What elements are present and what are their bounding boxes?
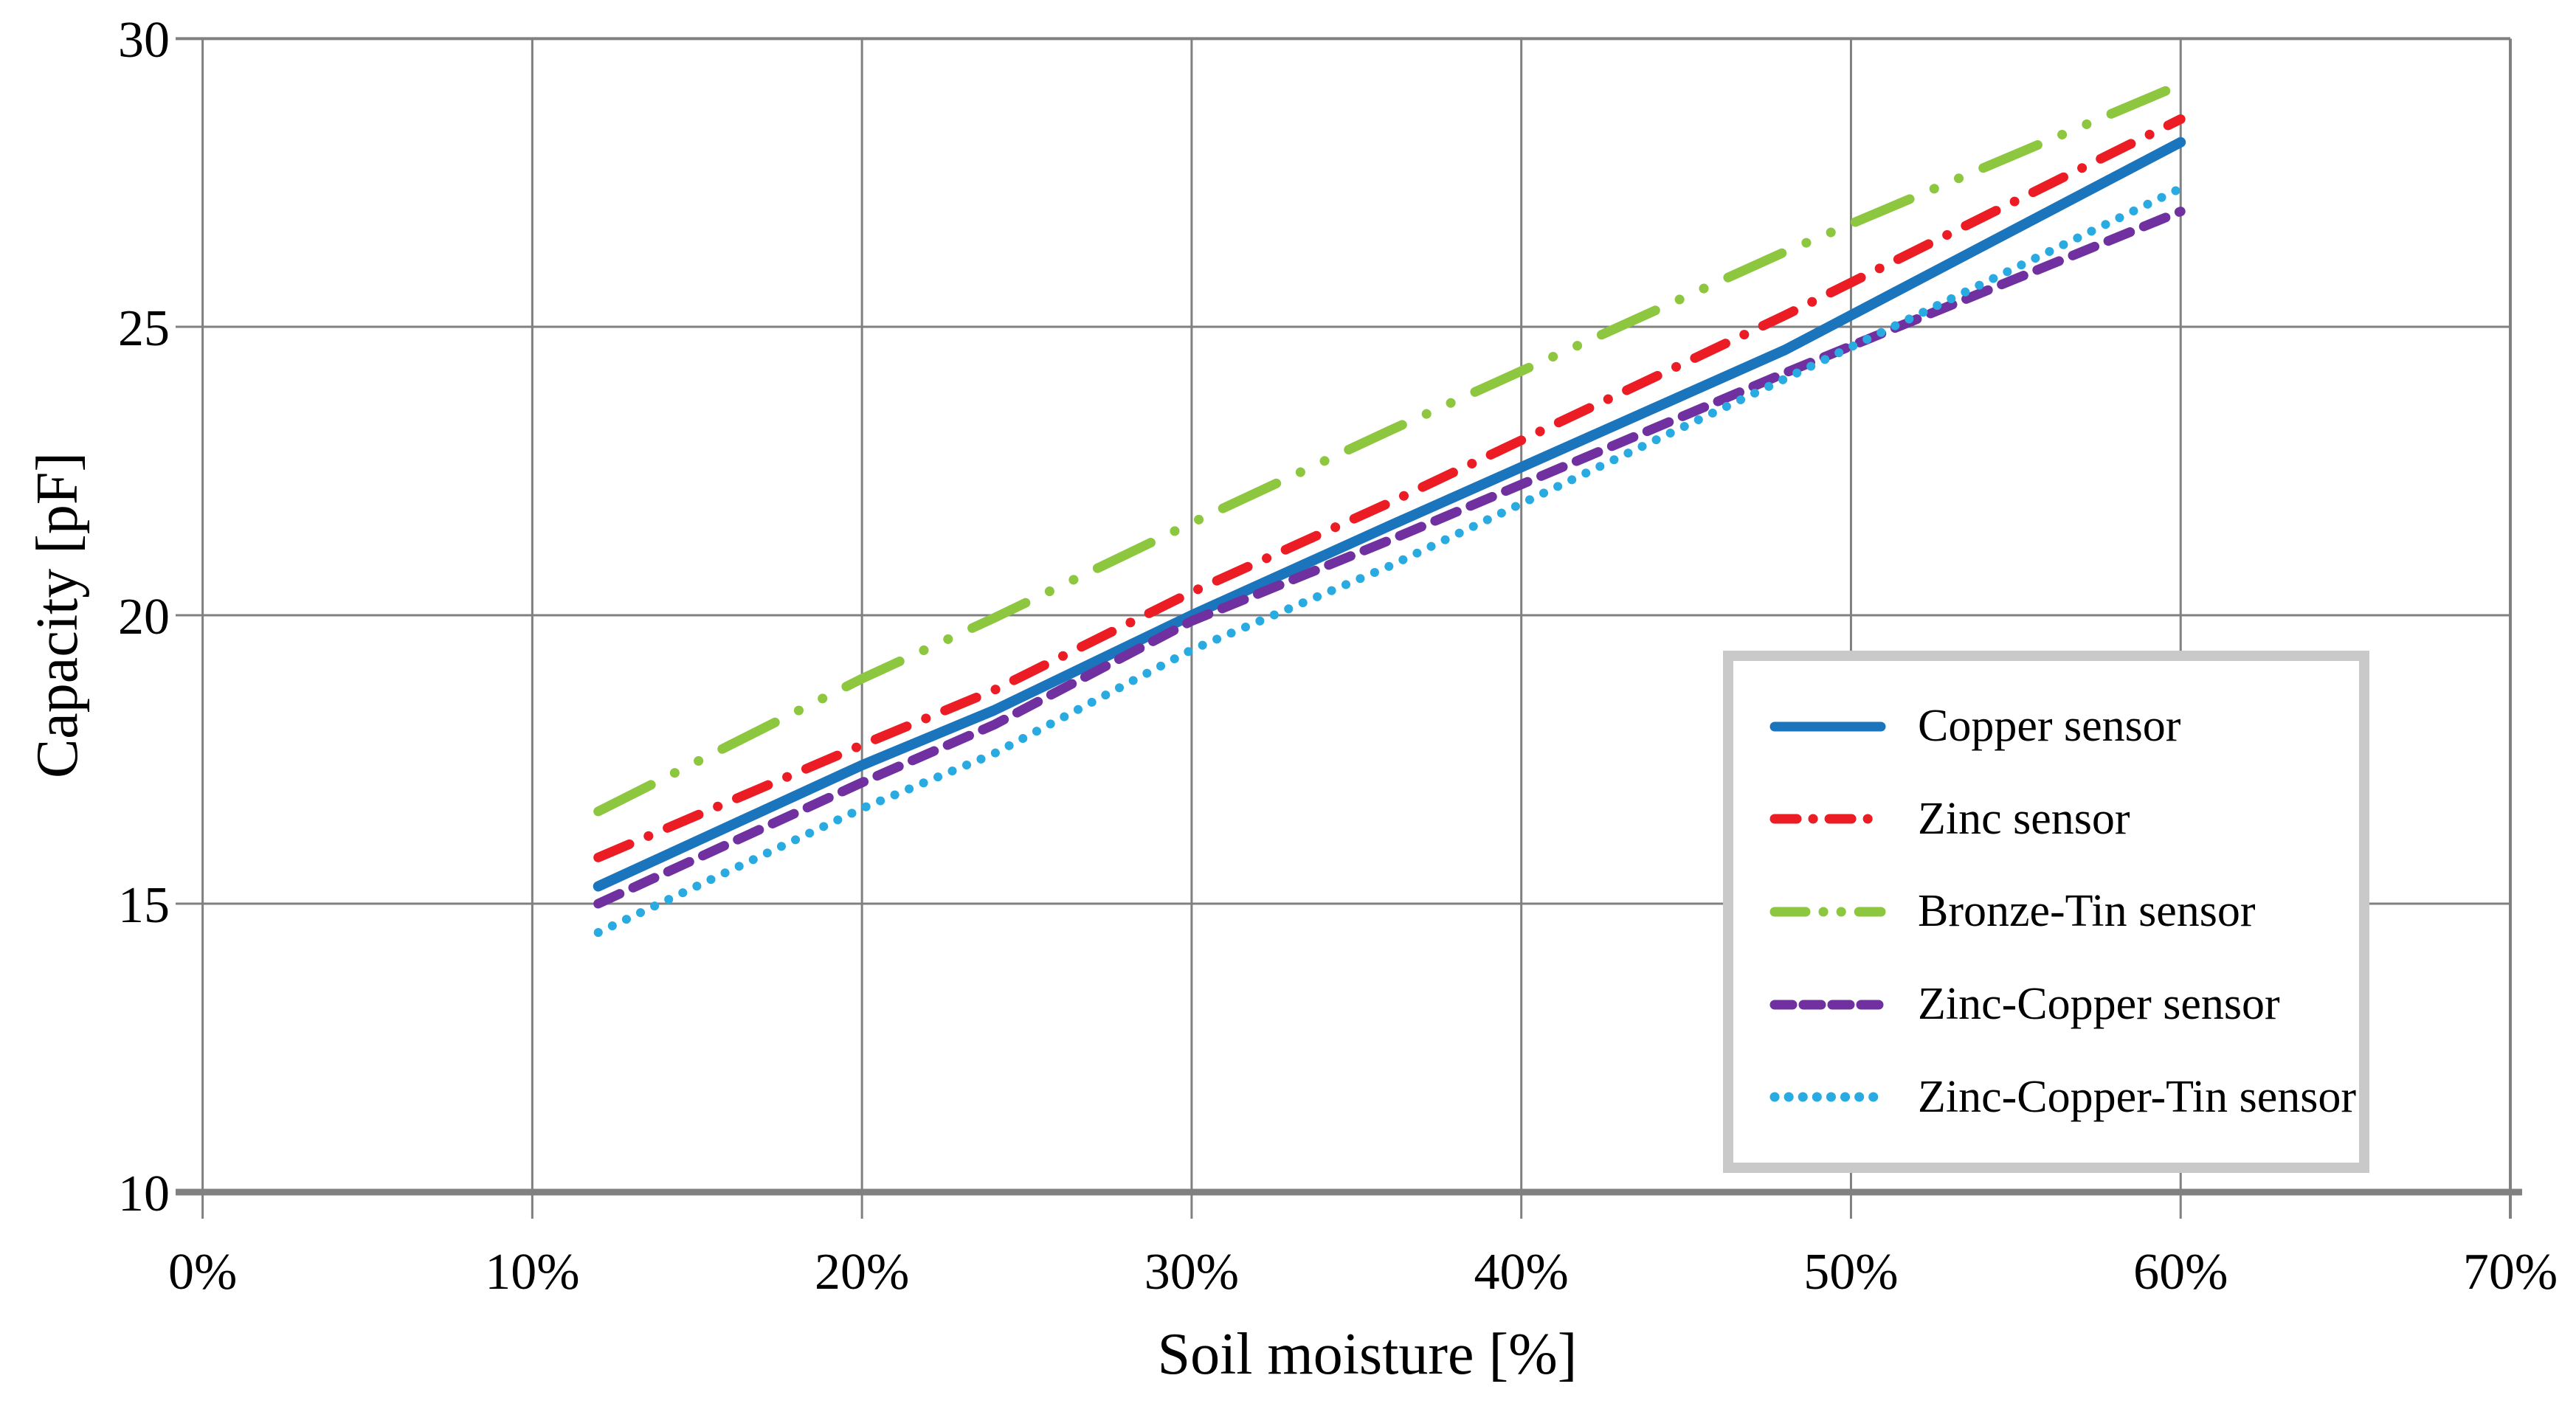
legend-line-sample-icon	[1769, 721, 1886, 732]
series-line-copper-sensor	[593, 136, 2186, 892]
legend-item-label: Bronze-Tin sensor	[1918, 886, 2256, 937]
legend-item-label: Zinc sensor	[1918, 793, 2130, 844]
y-tick-label: 25	[118, 300, 170, 357]
legend-item-label: Copper sensor	[1918, 701, 2181, 752]
legend-item-label: Zinc-Copper-Tin sensor	[1918, 1071, 2357, 1122]
series-line-bronze-tin-sensor	[593, 80, 2186, 817]
legend-item: Copper sensor	[1733, 700, 2359, 752]
y-tick-label: 15	[118, 877, 170, 934]
axis-tick-labels: 10 15 20 25 30 0% 10% 20% 30% 40% 50% 60% 70%	[118, 12, 2558, 1301]
y-tick-label: 30	[118, 12, 170, 69]
x-tick-label: 60%	[2133, 1244, 2228, 1301]
legend-line-sample-icon	[1769, 907, 1886, 917]
x-tick-label: 10%	[485, 1244, 579, 1301]
series-line-zinc-sensor	[593, 114, 2186, 862]
x-tick-label: 30%	[1144, 1244, 1239, 1301]
y-axis-title: Capacity [pF]	[25, 451, 90, 779]
legend-line-sample-icon	[1769, 1000, 1886, 1010]
y-tick-label: 20	[118, 589, 170, 645]
legend-item: Zinc-Copper sensor	[1733, 978, 2359, 1031]
legend-line-sample-icon	[1769, 1092, 1886, 1102]
x-tick-label: 20%	[815, 1244, 909, 1301]
legend-item-label: Zinc-Copper sensor	[1918, 979, 2280, 1030]
series-line-zinc-copper-tin-sensor	[593, 184, 2186, 938]
x-axis-title: Soil moisture [%]	[1157, 1322, 1578, 1387]
legend: Copper sensor Zinc sensor Bronze-Tin senso…	[1723, 651, 2369, 1173]
series-lines	[593, 80, 2186, 938]
legend-line-sample-icon	[1769, 814, 1886, 824]
y-tick-label: 10	[118, 1166, 170, 1222]
x-tick-label: 50%	[1803, 1244, 1898, 1301]
x-tick-label: 0%	[168, 1244, 237, 1301]
legend-item: Bronze-Tin sensor	[1733, 885, 2359, 938]
x-tick-label: 70%	[2463, 1244, 2558, 1301]
legend-item: Zinc sensor	[1733, 793, 2359, 845]
series-line-zinc-copper-sensor	[593, 207, 2186, 909]
x-tick-label: 40%	[1474, 1244, 1569, 1301]
legend-item: Zinc-Copper-Tin sensor	[1733, 1071, 2359, 1124]
